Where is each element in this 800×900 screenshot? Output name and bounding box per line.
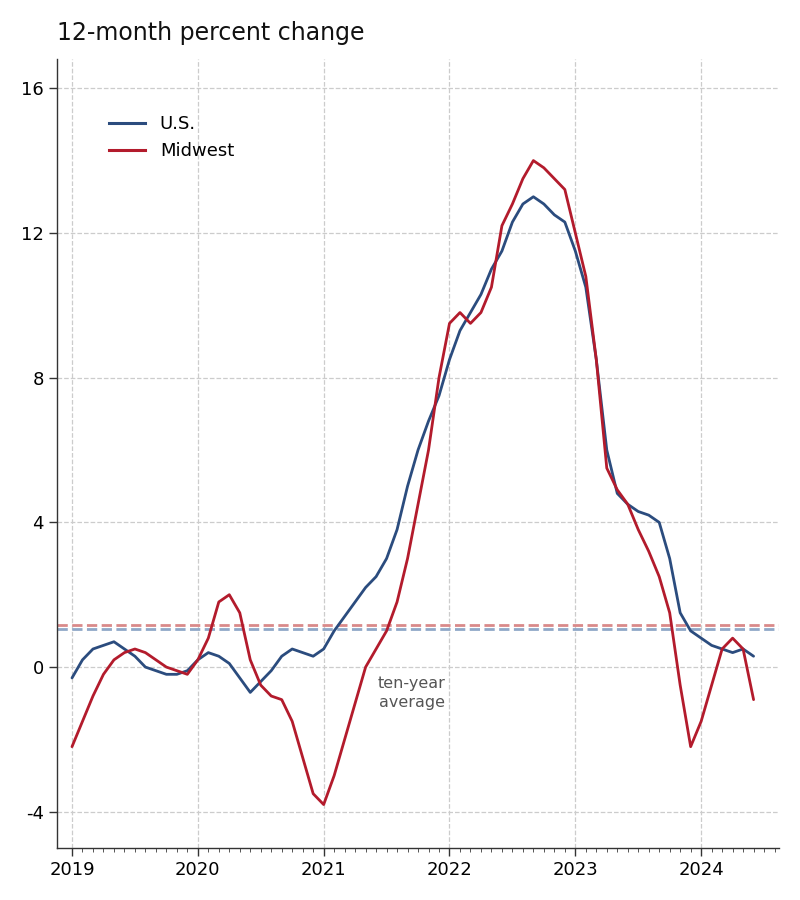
Legend: U.S., Midwest: U.S., Midwest — [102, 108, 242, 167]
Text: 12-month percent change: 12-month percent change — [57, 21, 365, 45]
Text: ten-year
average: ten-year average — [378, 676, 446, 710]
